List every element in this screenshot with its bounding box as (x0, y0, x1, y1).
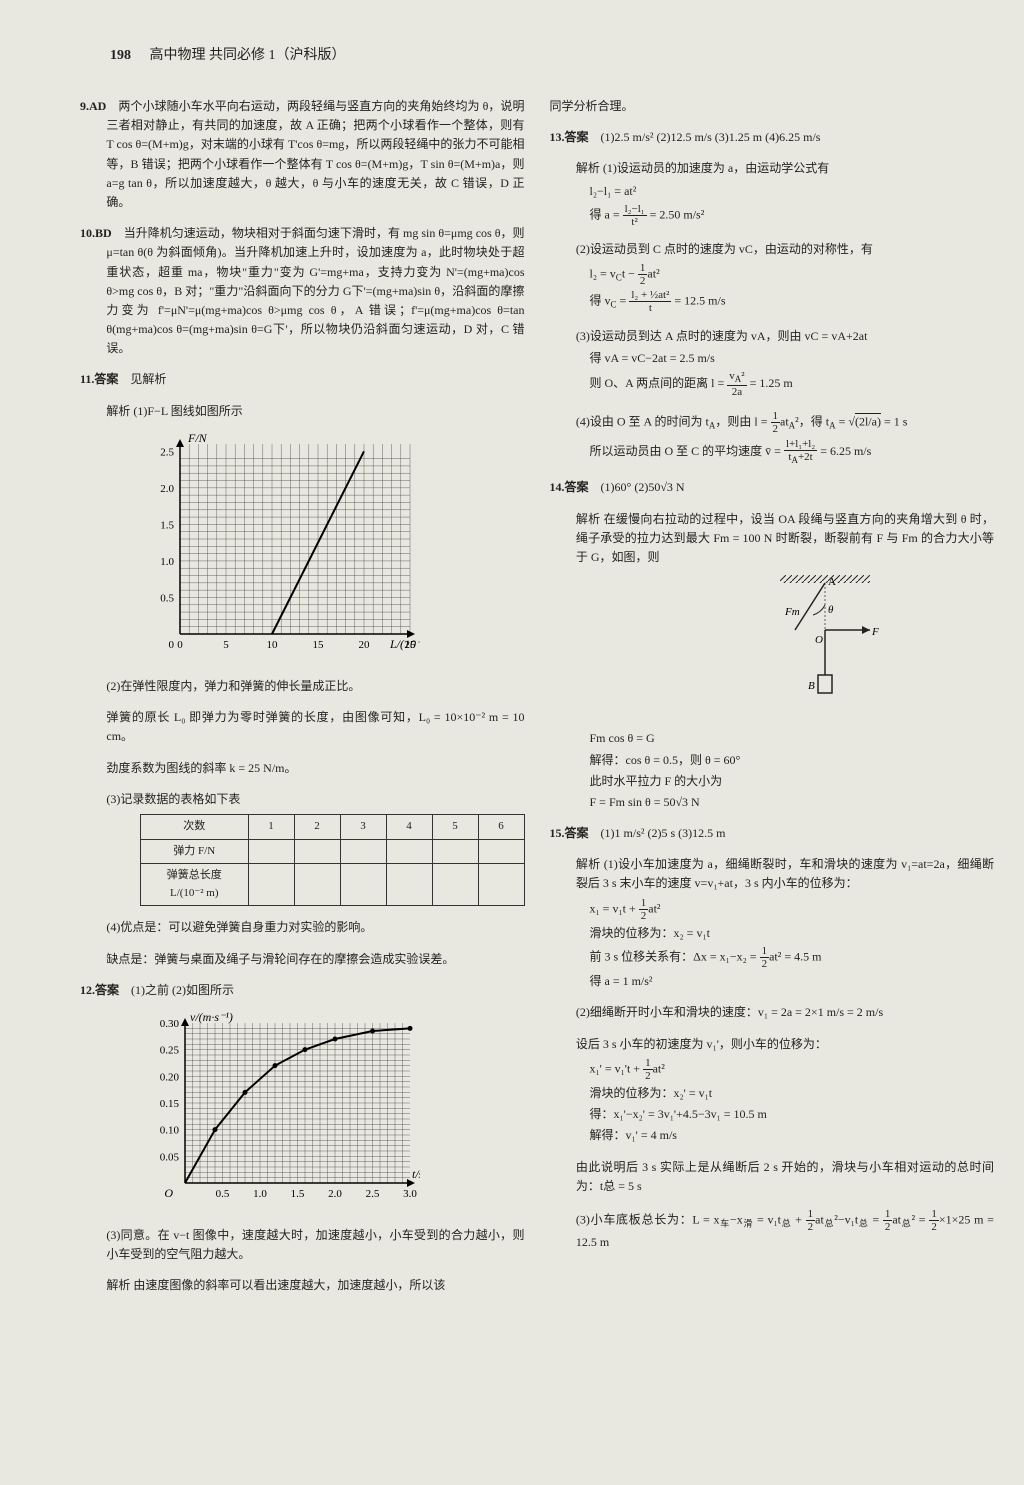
q15-e4: 得 a = 1 m/s² (550, 972, 995, 991)
q11-p1: 解析 (1)F−L 图线如图所示 (80, 402, 525, 421)
svg-text:2.0: 2.0 (328, 1188, 342, 1200)
q14-e1: Fm cos θ = G (550, 729, 995, 748)
q14-e3: 此时水平拉力 F 的大小为 (550, 772, 995, 791)
svg-text:F: F (871, 626, 879, 638)
svg-text:0.5: 0.5 (160, 592, 174, 604)
right-top: 同学分析合理。 (550, 97, 995, 116)
diag-svg: A Fm θ O F B (750, 575, 890, 715)
chart2-svg: 0.5 1.0 1.5 2.0 2.5 3.0 0.05 0.10 0.15 0.20 0.25 0.… (140, 1008, 420, 1208)
q15-p1: 解析 (1)设小车加速度为 a，细绳断裂时，车和滑块的速度为 v₁=at=2a，… (550, 855, 995, 893)
q13-e2: 得 a = l₂−l₁t² = 2.50 m/s² (550, 203, 995, 228)
svg-text:O: O (164, 1186, 173, 1200)
svg-text:A: A (828, 576, 836, 588)
q15-p5: (3)小车底板总长为：L = x车−x滑 = v₁t总 + 12at总²−v₁t… (550, 1208, 995, 1252)
svg-text:2.5: 2.5 (366, 1188, 380, 1200)
q13-p1: 解析 (1)设运动员的加速度为 a，由运动学公式有 (550, 159, 995, 178)
q13-p2: (2)设运动员到 C 点时的速度为 vC，由运动的对称性，有 (550, 240, 995, 259)
svg-text:0.5: 0.5 (216, 1188, 230, 1200)
chart-vt: 0.5 1.0 1.5 2.0 2.5 3.0 0.05 0.10 0.15 0.20 0.25 0.… (140, 1008, 525, 1214)
svg-text:0.25: 0.25 (160, 1045, 180, 1057)
svg-text:0.20: 0.20 (160, 1071, 180, 1083)
svg-text:10: 10 (267, 639, 279, 651)
q15-e3: 前 3 s 位移关系有：Δx = x₁−x₂ = 12at² = 4.5 m (550, 945, 995, 970)
svg-text:5: 5 (223, 639, 229, 651)
q13-e7: 所以运动员由 O 至 C 的平均速度 v̄ = l+l₁+l₂tA+2t = 6… (550, 438, 995, 466)
q10-label: 10.BD (80, 226, 112, 240)
q11-p6: (4)优点是：可以避免弹簧自身重力对实验的影响。 (80, 918, 525, 937)
q11-p3: 弹簧的原长 L₀ 即弹力为零时弹簧的长度，由图像可知，L₀ = 10×10⁻² … (80, 708, 525, 746)
q14-e2: 解得：cos θ = 0.5，则 θ = 60° (550, 751, 995, 770)
q15-p2: (2)细绳断开时小车和滑块的速度：v₁ = 2a = 2×1 m/s = 2 m… (550, 1003, 995, 1022)
svg-text:B: B (808, 680, 815, 692)
q13-e5: 得 vA = vC−2at = 2.5 m/s (550, 349, 995, 368)
q11-p7: 缺点是：弹簧与桌面及绳子与滑轮间存在的摩擦会造成实验误差。 (80, 950, 525, 969)
q15-p4: 由此说明后 3 s 实际上是从绳断后 2 s 开始的，滑块与小车相对运动的总时间… (550, 1158, 995, 1196)
svg-text:L/(10⁻² m): L/(10⁻² m) (389, 637, 420, 651)
q15-e2: 滑块的位移为：x₂ = v₁t (550, 924, 995, 943)
q14-ans: 14.答案 (1)60° (2)50√3 N (550, 478, 995, 497)
q11-p2: (2)在弹性限度内，弹力和弹簧的伸长量成正比。 (80, 677, 525, 696)
svg-text:20: 20 (359, 639, 371, 651)
q13-e6: 则 O、A 两点间的距离 l = vA²2a = 1.25 m (550, 370, 995, 398)
q15-ans: 15.答案 (1)1 m/s² (2)5 s (3)12.5 m (550, 824, 995, 843)
force-diagram: A Fm θ O F B (750, 575, 995, 721)
left-column: 9.AD 两个小球随小车水平向右运动，两段轻绳与竖直方向的夹角始终均为 θ，说明… (80, 85, 525, 1299)
q9-label: 9.AD (80, 99, 106, 113)
svg-text:15: 15 (313, 639, 325, 651)
svg-text:1.5: 1.5 (160, 519, 174, 531)
svg-text:0.15: 0.15 (160, 1098, 180, 1110)
q14-e4: F = Fm sin θ = 50√3 N (550, 793, 995, 812)
columns: 9.AD 两个小球随小车水平向右运动，两段轻绳与竖直方向的夹角始终均为 θ，说明… (80, 85, 994, 1299)
q11-p5: (3)记录数据的表格如下表 (80, 790, 525, 809)
chart1-svg: 05101520250.51.01.52.02.50F/NL/(10⁻² m) (140, 429, 420, 659)
svg-text:1.5: 1.5 (291, 1188, 305, 1200)
svg-text:2.0: 2.0 (160, 483, 174, 495)
svg-text:Fm: Fm (784, 606, 800, 618)
q12-p2: 解析 由速度图像的斜率可以看出速度越大，加速度越小，所以该 (80, 1276, 525, 1295)
q10: 10.BD 当升降机匀速运动，物块相对于斜面匀速下滑时，有 mg sin θ=μ… (80, 224, 525, 358)
svg-text:0: 0 (177, 639, 183, 651)
q15-p3: 设后 3 s 小车的初速度为 v₁'，则小车的位移为： (550, 1035, 995, 1054)
svg-text:O: O (815, 634, 823, 646)
q15-e5: x₁' = v₁'t + 12at² (550, 1057, 995, 1082)
q13-e1: l₂−l₁ = at² (550, 182, 995, 201)
chart-FL: 05101520250.51.01.52.02.50F/NL/(10⁻² m) (140, 429, 525, 665)
q15-e8: 解得：v₁' = 4 m/s (550, 1126, 995, 1145)
page: 198 高中物理 共同必修 1（沪科版） 9.AD 两个小球随小车水平向右运动，… (0, 0, 1024, 1485)
svg-text:1.0: 1.0 (160, 556, 174, 568)
q12-ans: 12.答案 (1)之前 (2)如图所示 (80, 981, 525, 1000)
svg-text:0.10: 0.10 (160, 1125, 180, 1137)
q13-e3: l₂ = vCt − 12at² (550, 262, 995, 287)
svg-text:0.30: 0.30 (160, 1018, 180, 1030)
svg-text:v/(m·s⁻¹): v/(m·s⁻¹) (190, 1010, 233, 1024)
q9: 9.AD 两个小球随小车水平向右运动，两段轻绳与竖直方向的夹角始终均为 θ，说明… (80, 97, 525, 212)
page-number: 198 (110, 48, 131, 63)
svg-text:F/N: F/N (187, 431, 208, 445)
q13-p4: (4)设由 O 至 A 的时间为 tA，则由 l = 12atA²，得 tA =… (550, 410, 995, 435)
q13-p3: (3)设运动员到达 A 点时的速度为 vA，则由 vC = vA+2at (550, 327, 995, 346)
q13-e4: 得 vC = l₂ + ½at²t = 12.5 m/s (550, 289, 995, 314)
q15-e7: 得：x₁'−x₂' = 3v₁'+4.5−3v₁ = 10.5 m (550, 1105, 995, 1124)
right-column: 同学分析合理。 13.答案 (1)2.5 m/s² (2)12.5 m/s (3… (550, 85, 995, 1299)
q15-e1: x₁ = v₁t + 12at² (550, 897, 995, 922)
data-table: 次数123456 弹力 F/N 弹簧总长度 L/(10⁻² m) (140, 814, 525, 906)
q11-ans: 11.答案 见解析 (80, 370, 525, 389)
q12-p1: (3)同意。在 v−t 图像中，速度越大时，加速度越小，小车受到的合力越小，则小… (80, 1226, 525, 1264)
svg-text:3.0: 3.0 (403, 1188, 417, 1200)
page-header: 198 高中物理 共同必修 1（沪科版） (110, 45, 346, 67)
svg-text:0: 0 (169, 639, 175, 651)
svg-text:1.0: 1.0 (253, 1188, 267, 1200)
svg-text:2.5: 2.5 (160, 446, 174, 458)
svg-text:θ: θ (828, 604, 834, 616)
svg-text:0.05: 0.05 (160, 1151, 180, 1163)
q14-p1: 解析 在缓慢向右拉动的过程中，设当 OA 段绳与竖直方向的夹角增大到 θ 时，绳… (550, 510, 995, 568)
svg-text:t/s: t/s (412, 1167, 420, 1181)
book-title: 高中物理 共同必修 1（沪科版） (150, 48, 346, 63)
q13-ans: 13.答案 (1)2.5 m/s² (2)12.5 m/s (3)1.25 m … (550, 128, 995, 147)
q15-e6: 滑块的位移为：x₂' = v₁t (550, 1084, 995, 1103)
q11-p4: 劲度系数为图线的斜率 k = 25 N/m。 (80, 759, 525, 778)
